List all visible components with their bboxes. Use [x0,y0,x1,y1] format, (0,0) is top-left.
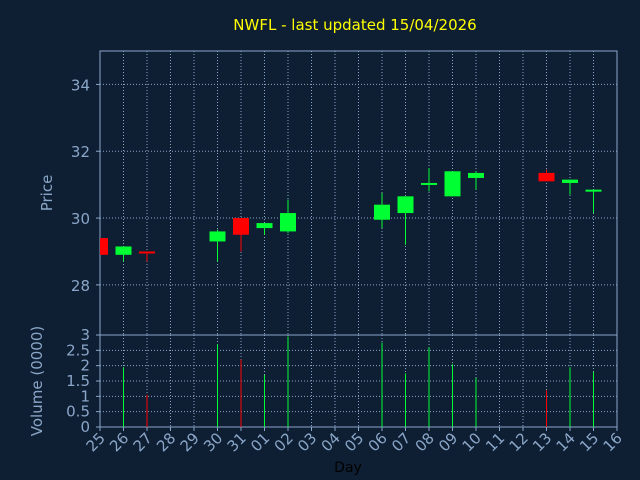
candle-body [397,196,414,214]
x-tick-label: 04 [318,429,344,455]
x-tick-label: 09 [435,429,461,455]
price-candles [100,167,602,262]
candle-body [444,171,461,197]
candle-body [538,172,555,182]
volume-tick-label: 3 [80,326,90,344]
candle-body [374,204,390,220]
candle-body [585,189,602,192]
candle [139,251,155,262]
candle [538,169,555,182]
candle-body [209,231,226,242]
price-tick-label: 34 [71,76,90,94]
volume-y-ticks: 00.511.522.53 [66,326,100,436]
x-axis-ticks: 2526272829303101020304050607080910111213… [83,427,626,455]
volume-tick-label: 2.5 [66,341,90,359]
candle [209,229,226,262]
x-tick-label: 11 [482,429,508,455]
price-tick-label: 32 [71,143,90,161]
candle [100,238,108,255]
candle-body [100,238,108,255]
x-tick-label: 27 [130,429,156,455]
candle-body [421,182,437,185]
x-tick-label: 30 [200,429,226,455]
x-tick-label: 13 [529,429,555,455]
x-tick-label: 07 [388,429,414,455]
candle-body [562,179,578,183]
volume-bars [123,336,594,427]
candle [233,218,249,252]
x-tick-label: 03 [294,429,320,455]
x-tick-label: 16 [600,429,626,455]
x-tick-label: 31 [224,429,250,455]
volume-tick-label: 1.5 [66,372,90,390]
x-tick-label: 29 [177,429,203,455]
candle-body [280,213,296,232]
price-tick-label: 28 [71,277,90,295]
candle [585,189,602,214]
candle [256,223,273,235]
candle-body [233,218,249,235]
x-tick-label: 02 [271,429,297,455]
candle [421,167,437,192]
volume-tick-label: 1 [80,387,90,405]
x-tick-label: 12 [506,429,532,455]
x-tick-label: 15 [576,429,602,455]
x-axis-label: Day [334,460,362,476]
x-tick-label: 05 [341,429,367,455]
volume-tick-label: 0.5 [66,403,90,421]
volume-axis-label: Volume (0000) [28,326,46,436]
candle [468,171,484,190]
chart-title: NWFL - last updated 15/04/2026 [233,16,476,34]
x-tick-label: 01 [247,429,273,455]
candle-body [256,223,273,229]
price-y-ticks: 28 30 32 34 [71,76,100,295]
candle [280,199,296,234]
x-tick-label: 14 [553,429,579,455]
candle [562,179,578,195]
price-tick-label: 30 [71,210,90,228]
candle-body [468,172,484,178]
candle [444,171,461,197]
candle [115,246,132,262]
volume-tick-label: 0 [80,418,90,436]
x-tick-label: 10 [459,429,485,455]
x-tick-label: 28 [153,429,179,455]
candle-body [139,251,155,254]
x-tick-label: 06 [365,429,391,455]
x-tick-label: 26 [106,429,132,455]
candle [374,193,390,229]
candle-body [115,246,132,255]
price-axis-label: Price [38,175,56,212]
volume-tick-label: 2 [80,357,90,375]
x-tick-label: 08 [412,429,438,455]
candle [397,196,414,245]
